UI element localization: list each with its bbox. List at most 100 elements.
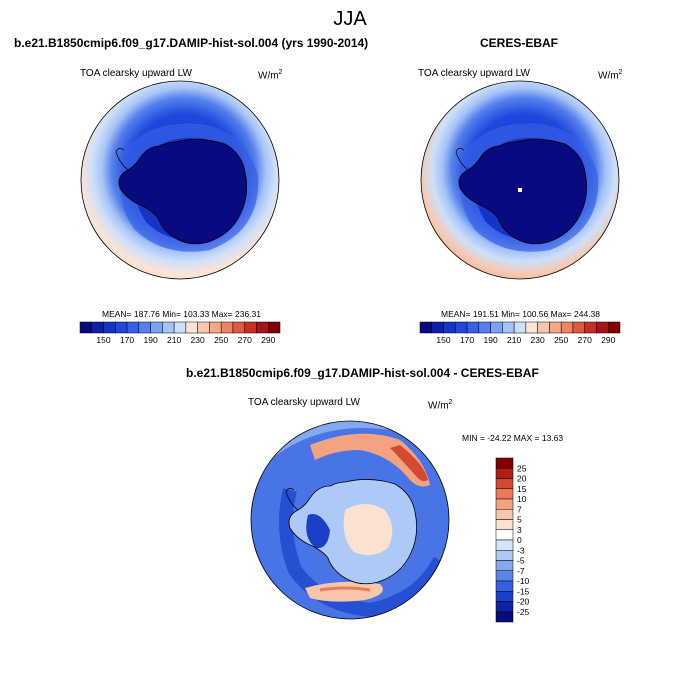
panel-1-colorbar-swatch bbox=[150, 321, 163, 334]
panel-3-map bbox=[250, 420, 450, 620]
panel-3-colorbar-swatch bbox=[495, 580, 514, 592]
panel-3-colorbar-tick-label: 5 bbox=[517, 515, 522, 525]
panel-3-colorbar-swatch bbox=[495, 457, 514, 469]
panel-1-colorbar: 150 170 190 210 230 250 270 290 bbox=[79, 321, 281, 345]
panel-3-colorbar-tick-label: -20 bbox=[517, 597, 530, 607]
panel-1-stats: MEAN= 187.76 Min= 103.33 Max= 236.31 bbox=[102, 309, 262, 319]
panel-2-colorbar-swatch bbox=[455, 321, 468, 334]
panel-3-colorbar-swatch bbox=[495, 529, 514, 541]
panel-3-colorbar-tick-label: -10 bbox=[517, 576, 530, 586]
panel-2-colorbar-tick-label: 290 bbox=[601, 335, 615, 345]
panel-1-colorbar-tick-label: 150 bbox=[96, 335, 110, 345]
panel-3-colorbar-swatch bbox=[495, 478, 514, 489]
panel-3-colorbar-swatch bbox=[495, 601, 514, 612]
panel-3-colorbar-tick-label: -7 bbox=[517, 566, 525, 576]
panel-3-colorbar-tick-label: 25 bbox=[517, 463, 527, 473]
warm-anomaly-south bbox=[305, 581, 383, 602]
panel-2-title: CERES-EBAF bbox=[480, 36, 559, 50]
panel-1-colorbar-tick-label: 270 bbox=[238, 335, 252, 345]
panel-3-colorbar-swatch bbox=[495, 468, 514, 479]
panel-2-colorbar-tick-label: 150 bbox=[436, 335, 450, 345]
antarctica-landmass bbox=[458, 139, 588, 245]
panel-1-colorbar-swatch bbox=[162, 321, 175, 334]
panel-3-colorbar-swatch bbox=[495, 570, 514, 582]
panel-3-colorbar-swatch bbox=[495, 611, 514, 623]
panel-1-colorbar-swatch bbox=[79, 321, 93, 334]
panel-3-colorbar-tick-label: 10 bbox=[517, 494, 527, 504]
panel-3-colorbar-tick-label: -25 bbox=[517, 607, 530, 617]
panel-1-colorbar-swatch bbox=[173, 321, 187, 334]
panel-1-colorbar-swatch bbox=[232, 321, 245, 334]
panel-2-colorbar-swatch bbox=[419, 321, 433, 334]
panel-3-colorbar-tick-label: 7 bbox=[517, 504, 522, 514]
panel-3-colorbar-swatch bbox=[495, 591, 514, 602]
panel-1-colorbar-swatch bbox=[138, 321, 151, 334]
panel-1-colorbar-swatch bbox=[209, 321, 222, 334]
panel-3-colorbar-swatch bbox=[495, 550, 514, 561]
figure-title: JJA bbox=[333, 8, 367, 30]
panel-3-colorbar-swatch bbox=[495, 488, 514, 500]
panel-2-colorbar-tick-label: 270 bbox=[578, 335, 592, 345]
panel-2-colorbar-swatch bbox=[431, 321, 444, 334]
panel-2-colorbar-swatch bbox=[584, 321, 597, 334]
panel-2-colorbar-swatch bbox=[502, 321, 515, 334]
panel-2-colorbar-swatch bbox=[572, 321, 585, 334]
panel-1-colorbar-swatch bbox=[244, 321, 257, 334]
panel-2-variable: TOA clearsky upward LW bbox=[418, 68, 530, 79]
panel-2-colorbar-tick-label: 190 bbox=[483, 335, 497, 345]
panel-2-colorbar-swatch bbox=[537, 321, 550, 334]
panel-2-units: W/m2 bbox=[598, 69, 623, 82]
panel-2-colorbar-swatch bbox=[443, 321, 456, 334]
panel-2-colorbar-tick-label: 210 bbox=[507, 335, 521, 345]
panel-1-colorbar-swatch bbox=[115, 321, 128, 334]
panel-1-colorbar-tick-label: 250 bbox=[214, 335, 228, 345]
panel-2-colorbar-tick-label: 250 bbox=[554, 335, 568, 345]
panel-2-map bbox=[420, 80, 620, 280]
panel-1-map bbox=[80, 80, 280, 280]
panel-1-colorbar-swatch bbox=[220, 321, 234, 334]
panel-1-units: W/m2 bbox=[258, 69, 283, 82]
panel-3-colorbar-swatch bbox=[495, 519, 514, 530]
panel-3-colorbar-swatch bbox=[495, 509, 514, 520]
panel-2-colorbar-tick-label: 230 bbox=[531, 335, 545, 345]
panel-2-colorbar: 150 170 190 210 230 250 270 290 bbox=[419, 321, 621, 345]
panel-2-colorbar-swatch bbox=[490, 321, 503, 334]
panel-1-colorbar-swatch bbox=[267, 321, 281, 334]
panel-2-colorbar-swatch bbox=[560, 321, 574, 334]
panel-3-colorbar-tick-label: 15 bbox=[517, 484, 527, 494]
panel-2-colorbar-swatch bbox=[513, 321, 527, 334]
panel-3-colorbar-tick-label: 0 bbox=[517, 535, 522, 545]
panel-1-colorbar-swatch bbox=[256, 321, 269, 334]
panel-3-colorbar-tick-label: 3 bbox=[517, 525, 522, 535]
panel-1-colorbar-tick-label: 290 bbox=[261, 335, 275, 345]
panel-2-colorbar-swatch bbox=[549, 321, 562, 334]
panel-3-units: W/m2 bbox=[428, 399, 453, 412]
panel-1-colorbar-tick-label: 230 bbox=[191, 335, 205, 345]
panel-1-variable: TOA clearsky upward LW bbox=[80, 68, 192, 79]
panel-2-colorbar-swatch bbox=[478, 321, 491, 334]
panel-1-colorbar-tick-label: 170 bbox=[120, 335, 134, 345]
panel-1-colorbar-swatch bbox=[126, 321, 140, 334]
panel-1-colorbar-tick-label: 210 bbox=[167, 335, 181, 345]
panel-3-colorbar-swatch bbox=[495, 498, 514, 510]
south-pole-marker bbox=[518, 188, 522, 192]
panel-3-colorbar-tick-label: -3 bbox=[517, 545, 525, 555]
panel-1-colorbar-swatch bbox=[197, 321, 210, 334]
panel-2-colorbar-swatch bbox=[466, 321, 480, 334]
panel-2-stats: MEAN= 191.51 Min= 100.56 Max= 244.38 bbox=[441, 309, 601, 319]
panel-3-colorbar-swatch bbox=[495, 560, 514, 571]
panel-3-colorbar-swatch bbox=[495, 539, 514, 551]
panel-3-colorbar-tick-label: -5 bbox=[517, 556, 525, 566]
panel-2-colorbar-swatch bbox=[525, 321, 538, 334]
panel-3-variable: TOA clearsky upward LW bbox=[248, 397, 360, 408]
panel-3-colorbar-tick-label: -15 bbox=[517, 586, 530, 596]
panel-1-colorbar-swatch bbox=[91, 321, 104, 334]
panel-1-colorbar-swatch bbox=[185, 321, 198, 334]
panel-3-stats: MIN = -24.22 MAX = 13.63 bbox=[462, 433, 564, 443]
panel-2-colorbar-swatch bbox=[607, 321, 621, 334]
antarctica-landmass bbox=[118, 139, 248, 245]
panel-1-colorbar-swatch bbox=[103, 321, 116, 334]
panel-3-colorbar-tick-label: 20 bbox=[517, 474, 527, 484]
panel-2-colorbar-swatch bbox=[596, 321, 609, 334]
